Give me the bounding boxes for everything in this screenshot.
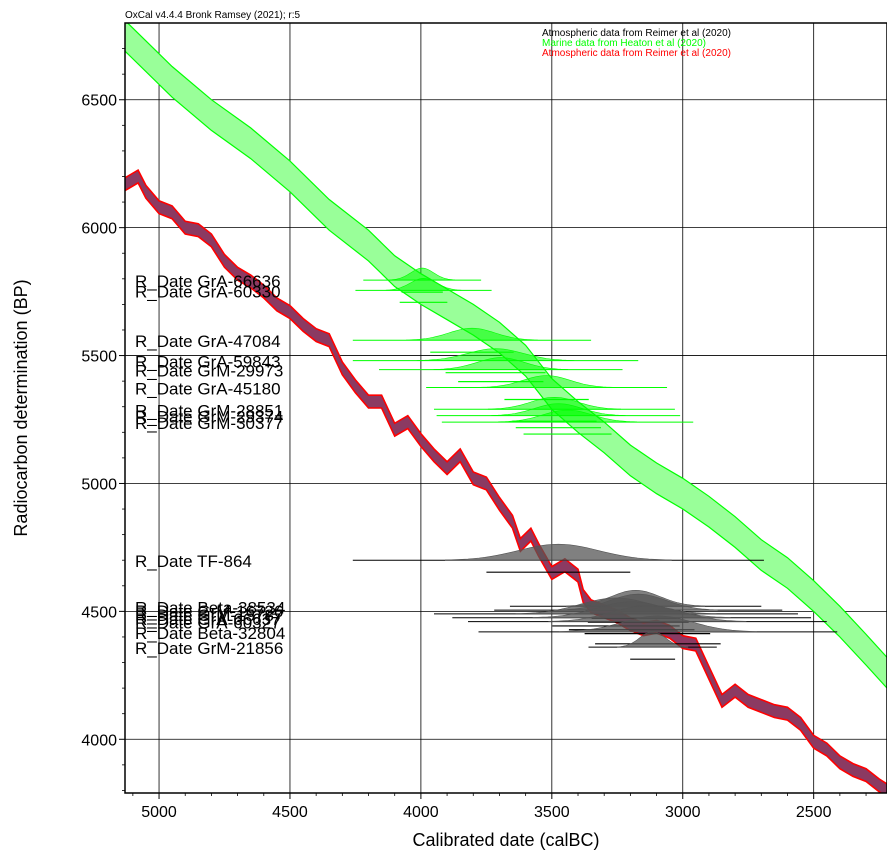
date-distribution xyxy=(433,357,569,370)
x-axis-label: Calibrated date (calBC) xyxy=(412,830,599,850)
date-distribution xyxy=(558,615,757,633)
atmospheric-curve-band-lower xyxy=(125,181,883,793)
date-label: R_Date GrA-60330 xyxy=(135,282,281,301)
date-label: R_Date GrM-30377 xyxy=(135,414,283,433)
date-distribution xyxy=(617,630,689,648)
x-tick-label: 4500 xyxy=(272,804,308,821)
date-distribution xyxy=(444,543,672,561)
date-label: R_Date TF-864 xyxy=(135,552,252,571)
date-label: R_Date Beta-38534 xyxy=(135,598,285,617)
y-tick-label: 4000 xyxy=(81,732,117,749)
x-tick-label: 5000 xyxy=(141,804,177,821)
date-label: R_Date GrM-16726 xyxy=(135,602,283,621)
version-header: OxCal v4.4.4 Bronk Ramsey (2021); r:5 xyxy=(125,10,301,21)
y-tick-label: 5000 xyxy=(81,476,117,493)
date-label: R_Date Beta-32804 xyxy=(135,624,285,643)
date-distribution xyxy=(548,605,747,622)
date-label: R_Date GrA-47084 xyxy=(135,332,281,351)
y-axis-label: Radiocarbon determination (BP) xyxy=(11,279,31,536)
date-distribution xyxy=(491,403,626,417)
atmospheric-curve-band-upper xyxy=(125,168,887,785)
date-label: R_Date GrM-29374 xyxy=(135,408,283,427)
y-tick-label: 4500 xyxy=(81,604,117,621)
y-tick-label: 5500 xyxy=(81,349,117,366)
legend: Atmospheric data from Reimer et al (2020… xyxy=(542,28,731,59)
date-distribution xyxy=(479,375,614,388)
date-label: R_Date GrA-66636 xyxy=(135,272,281,291)
date-distribution xyxy=(406,327,538,341)
date-label: R_Date GrA-45180 xyxy=(135,380,281,399)
date-label: R_Date GrM-28851 xyxy=(135,401,283,420)
legend-entry: Atmospheric data from Reimer et al (2020… xyxy=(542,28,731,39)
date-distribution xyxy=(487,396,622,410)
x-tick-label: 2500 xyxy=(796,804,832,821)
date-distributions xyxy=(352,267,838,660)
atmospheric-curve-band xyxy=(125,170,887,793)
date-distribution xyxy=(416,348,575,362)
date-label: R_Date GrM-29973 xyxy=(135,362,283,381)
date-distribution xyxy=(385,277,462,291)
y-tick-label: 6000 xyxy=(81,221,117,238)
x-tick-label: 3500 xyxy=(534,804,570,821)
y-tick-label: 6500 xyxy=(81,93,117,110)
plot-frame xyxy=(124,22,887,794)
date-label: R_Date GrA-60327 xyxy=(135,614,281,633)
axis-ticks: 5000 4500 4000 3500 3000 2500 4000 4500 5000 5500… xyxy=(81,48,867,821)
date-label: R_Date GrA-59843 xyxy=(135,353,281,372)
date-label: R_Date GrA-66637 xyxy=(135,610,281,629)
grid-lines xyxy=(125,23,887,793)
date-label: R_Date GrM-15787 xyxy=(135,606,283,625)
legend-entry: Marine data from Heaton et al (2020) xyxy=(542,38,706,49)
date-distribution xyxy=(498,409,638,423)
legend-entry: Atmospheric data from Reimer et al (2020… xyxy=(542,48,731,59)
date-distribution xyxy=(389,267,455,281)
x-tick-label: 4000 xyxy=(403,804,439,821)
date-label: R_Date GrM-21856 xyxy=(135,639,283,658)
x-tick-label: 3000 xyxy=(665,804,701,821)
